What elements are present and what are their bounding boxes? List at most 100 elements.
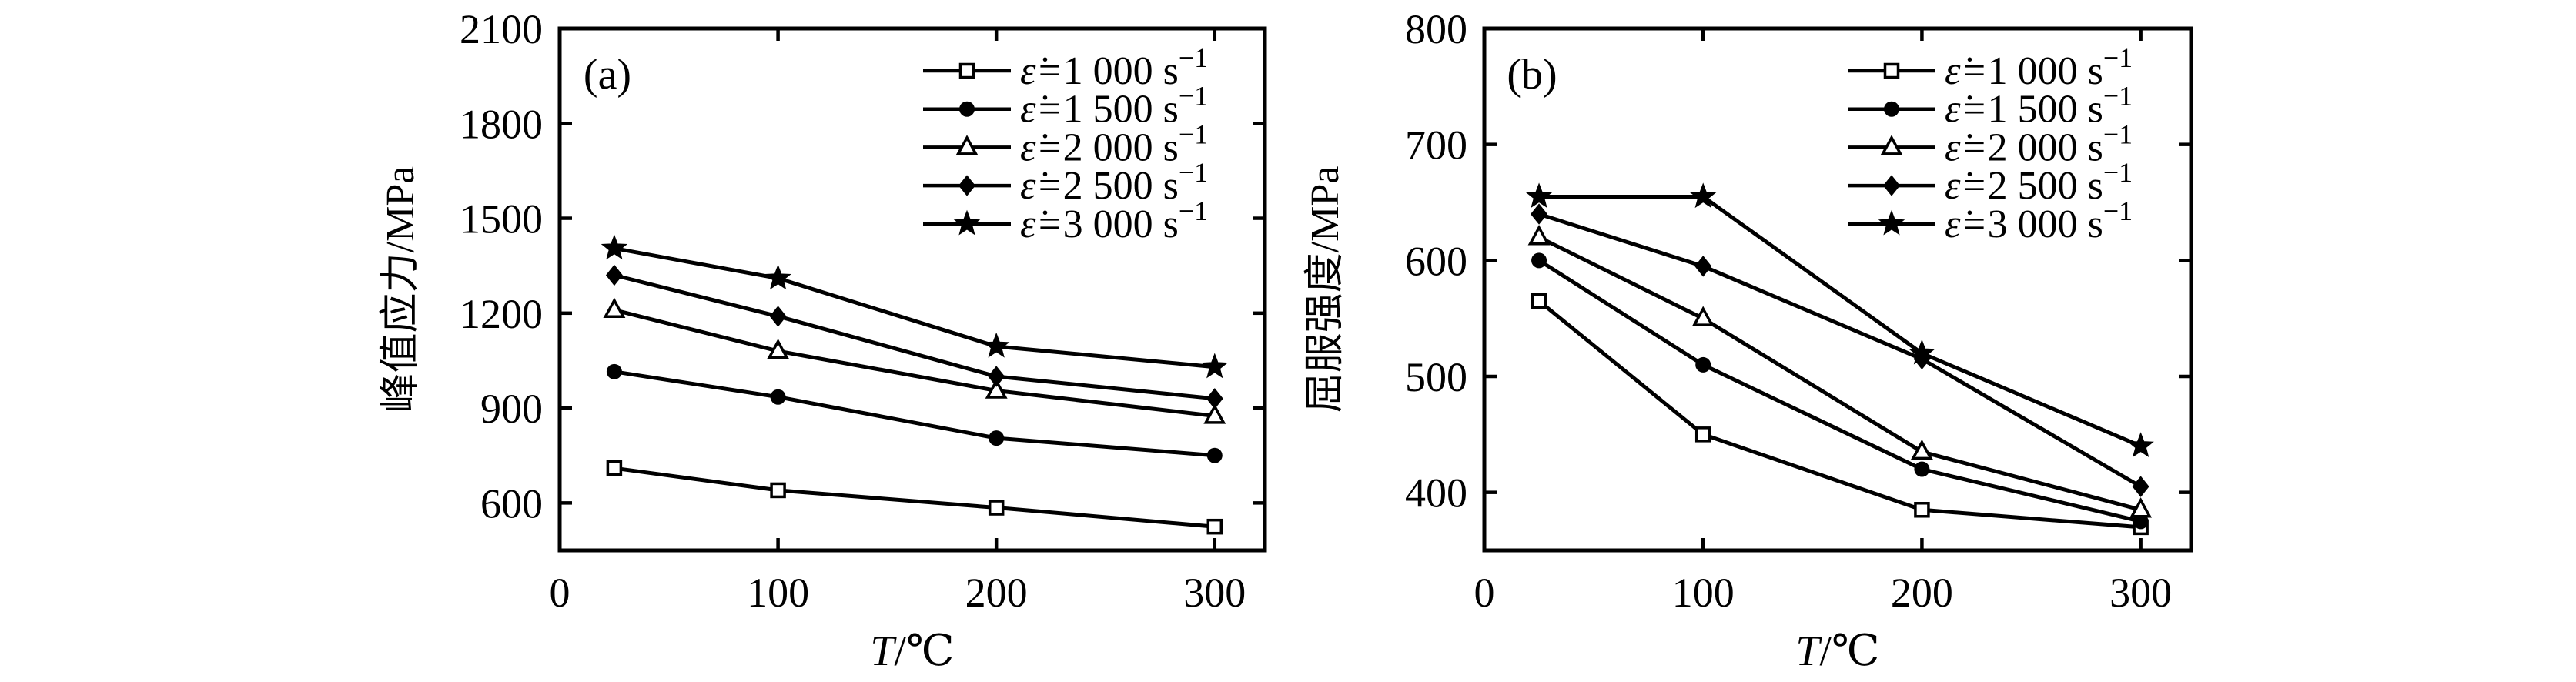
legend-item-3000-a: ε̇=3 000 s−1 <box>923 196 1208 246</box>
x-axis-title-unit-a: /℃ <box>894 627 954 675</box>
square-open-marker <box>988 500 1005 516</box>
legend-label: ε̇=1 500 s−1 <box>1020 81 1208 132</box>
triangle-open-marker <box>985 378 1008 399</box>
diamond-filled-marker <box>1206 388 1223 410</box>
legend-strain-rate-value: 2 000 s <box>1063 125 1179 169</box>
y-tick-label-a: 600 <box>480 480 543 527</box>
legend-strain-rate-symbol: ε̇= <box>1020 49 1063 93</box>
circle-filled-marker <box>1914 461 1930 477</box>
square-open-marker <box>1914 502 1930 518</box>
legend-item-3000-b: ε̇=3 000 s−1 <box>1848 196 2133 246</box>
legend-strain-rate-symbol: ε̇= <box>1945 164 1988 208</box>
circle-filled-marker <box>959 101 975 117</box>
star-filled-marker <box>1878 209 1905 236</box>
diamond-filled-marker <box>605 264 623 286</box>
y-axis-title-b: 屈服强度/MPa <box>1303 166 1347 413</box>
x-tick-label-b: 100 <box>1672 570 1735 616</box>
legend-strain-rate-symbol: ε̇= <box>1945 125 1988 169</box>
legend-strain-rate-symbol: ε̇= <box>1945 49 1988 93</box>
square-open-marker <box>958 62 975 79</box>
circle-filled-marker <box>1695 356 1711 373</box>
legend-strain-rate-symbol: ε̇= <box>1020 88 1063 132</box>
legend-item-2000-b: ε̇=2 000 s−1 <box>1848 119 2133 169</box>
x-tick-label-a: 0 <box>550 570 570 616</box>
diamond-filled-marker <box>958 175 975 196</box>
circle-filled-marker <box>1531 252 1547 269</box>
y-tick-label-a: 1500 <box>460 196 543 242</box>
series-strain-rate-1500-b <box>1531 252 2149 530</box>
series-strain-rate-1500-a <box>606 363 1223 463</box>
square-open-marker <box>1883 62 1900 79</box>
series-line-3000 <box>614 246 1216 369</box>
y-tick-label-a: 2100 <box>460 6 543 52</box>
x-axis-title-b: T/℃ <box>1795 627 1879 675</box>
star-filled-marker <box>982 332 1010 358</box>
legend-b: ε̇=1 000 s−1ε̇=1 500 s−1ε̇=2 000 s−1ε̇=2… <box>1848 42 2133 246</box>
triangle-open-marker <box>2129 497 2153 518</box>
legend-strain-rate-value: 2 500 s <box>1063 164 1179 208</box>
legend-item-2500-a: ε̇=2 500 s−1 <box>923 157 1208 208</box>
legend-item-1000-b: ε̇=1 000 s−1 <box>1848 42 2133 93</box>
series-line-1000 <box>1537 299 2141 530</box>
legend-strain-rate-symbol: ε̇= <box>1020 164 1063 208</box>
circle-filled-marker <box>1884 101 1899 117</box>
legend-strain-rate-value: 1 000 s <box>1988 49 2103 93</box>
series-line-1500 <box>1537 259 2142 523</box>
star-filled-marker <box>953 209 981 236</box>
legend-label: ε̇=3 000 s−1 <box>1020 196 1208 246</box>
series-strain-rate-3000-a <box>601 234 1228 379</box>
legend-unit-superscript: −1 <box>2103 196 2133 226</box>
triangle-open-marker <box>1910 439 1933 460</box>
series-line-2500 <box>614 273 1216 401</box>
circle-filled-marker <box>770 389 786 405</box>
legend-unit-superscript: −1 <box>1179 81 1208 112</box>
circle-filled-marker <box>989 430 1005 446</box>
series-strain-rate-2000-b <box>1527 225 2153 518</box>
legend-label: ε̇=2 000 s−1 <box>1020 119 1208 169</box>
triangle-open-marker <box>1203 403 1226 424</box>
legend-strain-rate-value: 1 500 s <box>1988 88 2103 132</box>
diamond-filled-marker <box>988 366 1005 387</box>
x-axis-title-symbol-b: T <box>1795 627 1822 675</box>
legend-item-1500-a: ε̇=1 500 s−1 <box>923 81 1208 132</box>
series-strain-rate-1000-a <box>606 460 1223 535</box>
legend-strain-rate-symbol: ε̇= <box>1945 88 1988 132</box>
legend-a: ε̇=1 000 s−1ε̇=1 500 s−1ε̇=2 000 s−1ε̇=2… <box>923 42 1208 246</box>
diamond-filled-marker <box>2132 476 2149 497</box>
star-filled-marker <box>1689 182 1717 209</box>
triangle-open-marker <box>767 338 790 359</box>
star-filled-marker <box>601 234 628 260</box>
legend-strain-rate-symbol: ε̇= <box>1020 202 1063 246</box>
series-line-3000 <box>1539 195 2142 448</box>
series-strain-rate-2000-a <box>603 297 1226 424</box>
square-open-marker <box>606 460 623 476</box>
legend-label: ε̇=1 500 s−1 <box>1945 81 2133 132</box>
diamond-filled-marker <box>1694 256 1712 277</box>
legend-unit-superscript: −1 <box>2103 119 2133 149</box>
chart-panel-b: 0 100 200 300 400 500 600 700 800 (b) 屈服强度/MPa T/℃ ε… <box>1303 6 2193 675</box>
circle-filled-marker <box>1206 447 1223 463</box>
series-line-2000 <box>1537 235 2142 512</box>
y-axis-title-a: 峰值应力/MPa <box>379 166 423 413</box>
legend-label: ε̇=2 500 s−1 <box>1945 157 2133 208</box>
legend-unit-superscript: −1 <box>2103 81 2133 112</box>
legend-label: ε̇=2 500 s−1 <box>1020 157 1208 208</box>
chart-panel-a: 0 100 200 300 600 900 1200 1500 1800 2100 (a) 峰值应力/… <box>379 6 1267 675</box>
legend-strain-rate-value: 2 000 s <box>1988 125 2103 169</box>
legend-label: ε̇=1 000 s−1 <box>1020 42 1208 93</box>
legend-strain-rate-value: 2 500 s <box>1988 164 2103 208</box>
star-filled-marker <box>1525 182 1553 209</box>
panel-label-a: (a) <box>584 51 631 99</box>
x-axis-title-symbol-a: T <box>870 627 897 675</box>
square-open-marker <box>1694 426 1711 443</box>
series-strain-rate-2500-a <box>605 264 1223 410</box>
star-filled-marker <box>1201 353 1228 379</box>
x-tick-label-b: 200 <box>1891 570 1953 616</box>
star-filled-marker <box>1909 339 1935 365</box>
legend-strain-rate-value: 3 000 s <box>1063 202 1179 246</box>
legend-strain-rate-symbol: ε̇= <box>1945 202 1988 246</box>
legend-unit-superscript: −1 <box>1179 42 1208 73</box>
star-filled-marker <box>764 264 791 290</box>
legend-label: ε̇=1 000 s−1 <box>1945 42 2133 93</box>
legend-unit-superscript: −1 <box>2103 157 2133 188</box>
